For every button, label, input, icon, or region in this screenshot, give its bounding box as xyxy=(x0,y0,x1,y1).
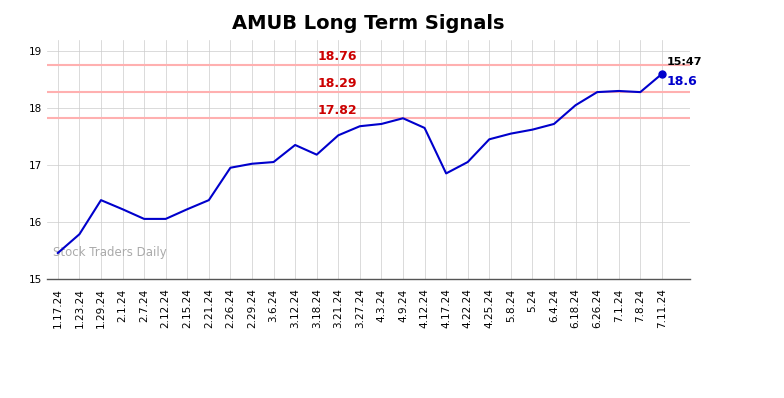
Text: 15:47: 15:47 xyxy=(666,57,702,66)
Title: AMUB Long Term Signals: AMUB Long Term Signals xyxy=(232,14,505,33)
Text: 17.82: 17.82 xyxy=(318,103,357,117)
Text: 18.6: 18.6 xyxy=(666,75,697,88)
Text: Stock Traders Daily: Stock Traders Daily xyxy=(53,246,167,259)
Text: 18.29: 18.29 xyxy=(318,77,357,90)
Text: 18.76: 18.76 xyxy=(318,50,357,63)
